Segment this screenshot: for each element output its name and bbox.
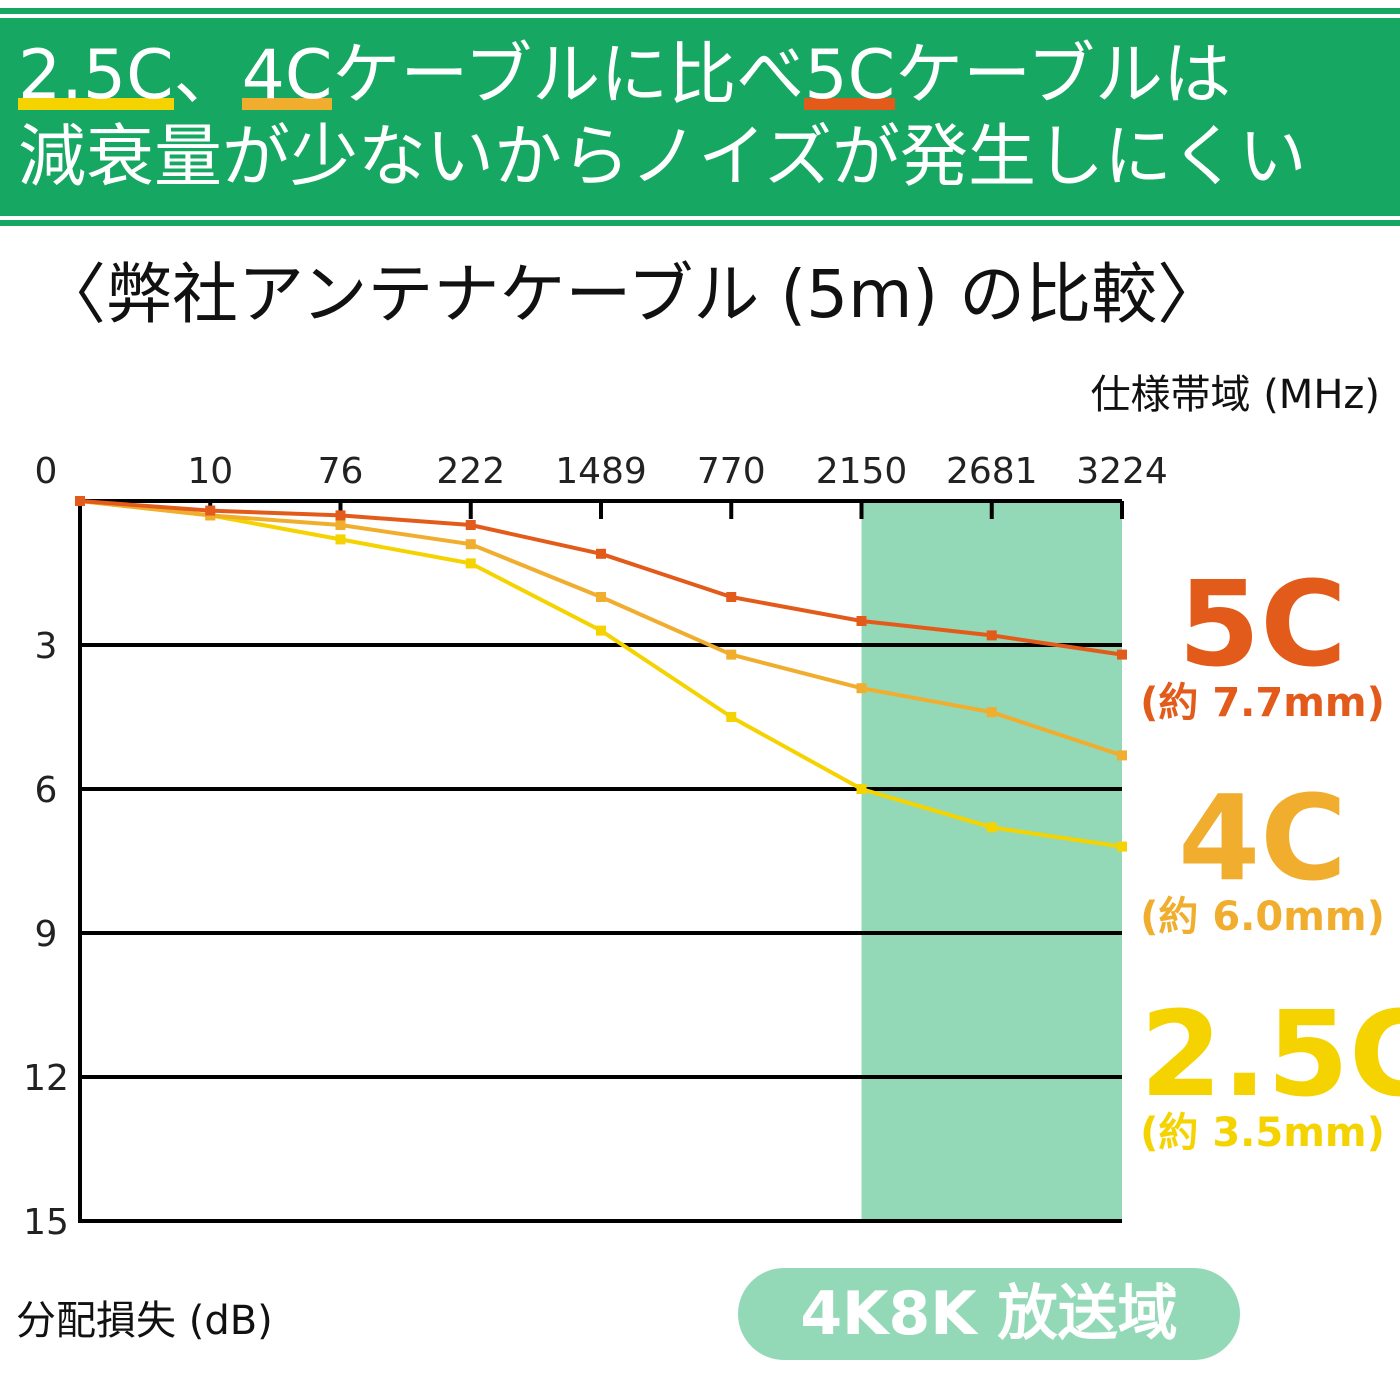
series-note: (約 6.0mm) (1140, 894, 1385, 940)
data-point (465, 558, 476, 569)
y-axis-label: 分配損失 (dB) (16, 1298, 273, 1344)
data-point (986, 707, 997, 718)
chart-title: 〈弊社アンテナケーブル (5m) の比較〉 (40, 256, 1224, 333)
headline-segment: ケーブルは (895, 36, 1231, 115)
band-badge: 4K8K 放送域 (738, 1268, 1240, 1360)
data-point (986, 822, 997, 833)
data-point (1117, 649, 1127, 660)
x-tick-label: 76 (318, 451, 364, 492)
highlight-underline (804, 98, 896, 110)
y-tick-label: 3 (35, 626, 58, 667)
data-point (465, 539, 476, 550)
series-name: 4C (1178, 769, 1347, 907)
data-point (856, 616, 867, 626)
data-point (726, 592, 737, 602)
headline-segment: 、 (173, 36, 242, 115)
headline-highlight: 4C (241, 36, 333, 116)
data-point (596, 625, 606, 636)
data-point (335, 534, 346, 545)
y-tick-label: 6 (35, 770, 58, 811)
data-point (205, 505, 216, 516)
headline-text: 、 (174, 36, 242, 116)
headline-segment: ケーブルに比べ (332, 36, 805, 115)
series-label-5C: 5C (約 7.7mm) (1140, 555, 1385, 728)
headline-segment: 5C (804, 36, 896, 115)
series-name: 5C (1178, 555, 1347, 693)
data-point (596, 592, 606, 602)
headline-text: ケーブルに比べ (332, 36, 804, 116)
headline-banner: 2.5C、 4C ケーブルに比べ 5C ケーブルは 減衰量が少ないからノイズが発生… (0, 0, 1400, 226)
x-axis-label: 仕様帯域 (MHz) (1090, 372, 1380, 418)
headline-line-1: 2.5C、 4C ケーブルに比べ 5C ケーブルは (18, 36, 1231, 116)
y-tick-label: 9 (35, 914, 58, 955)
x-tick-label: 2681 (946, 451, 1038, 492)
data-point (75, 496, 85, 506)
headline-line-2: 減衰量が少ないからノイズが発生しにくい (18, 118, 1307, 197)
headline-segment: 2.5C (18, 36, 174, 115)
highlight-underline (241, 98, 333, 110)
headline-highlight: 5C (804, 36, 896, 116)
series-note: (約 3.5mm) (1140, 1110, 1385, 1156)
headline-text: ケーブルは (895, 36, 1231, 116)
headline-segment: 4C (241, 36, 333, 115)
x-tick-label: 0 (35, 451, 58, 492)
headline-highlight: 2.5C (18, 36, 174, 116)
y-tick-label: 15 (23, 1202, 69, 1243)
x-tick-label: 10 (187, 451, 233, 492)
data-point (726, 649, 737, 660)
series-note: (約 7.7mm) (1140, 680, 1385, 726)
data-point (596, 548, 606, 559)
data-point (335, 520, 346, 530)
x-tick-label: 3224 (1076, 451, 1168, 492)
x-tick-label: 1489 (555, 451, 647, 492)
data-point (856, 784, 867, 794)
headline-banner-background (0, 14, 1400, 220)
data-point (856, 683, 867, 694)
data-point (986, 630, 997, 641)
x-tick-label: 222 (436, 451, 505, 492)
y-tick-label: 12 (23, 1058, 69, 1099)
series-label-4C: 4C (約 6.0mm) (1140, 769, 1385, 942)
series-name: 2.5C (1140, 985, 1400, 1123)
series-label-2_5C: 2.5C (約 3.5mm) (1140, 985, 1400, 1158)
x-tick-label: 2150 (816, 451, 908, 492)
band-area (861, 501, 1122, 1221)
data-point (726, 712, 737, 722)
data-point (1117, 750, 1127, 761)
x-tick-label: 770 (697, 451, 766, 492)
highlight-underline (18, 98, 174, 110)
data-point (335, 510, 346, 521)
data-point (1117, 841, 1127, 852)
data-point (465, 520, 476, 530)
